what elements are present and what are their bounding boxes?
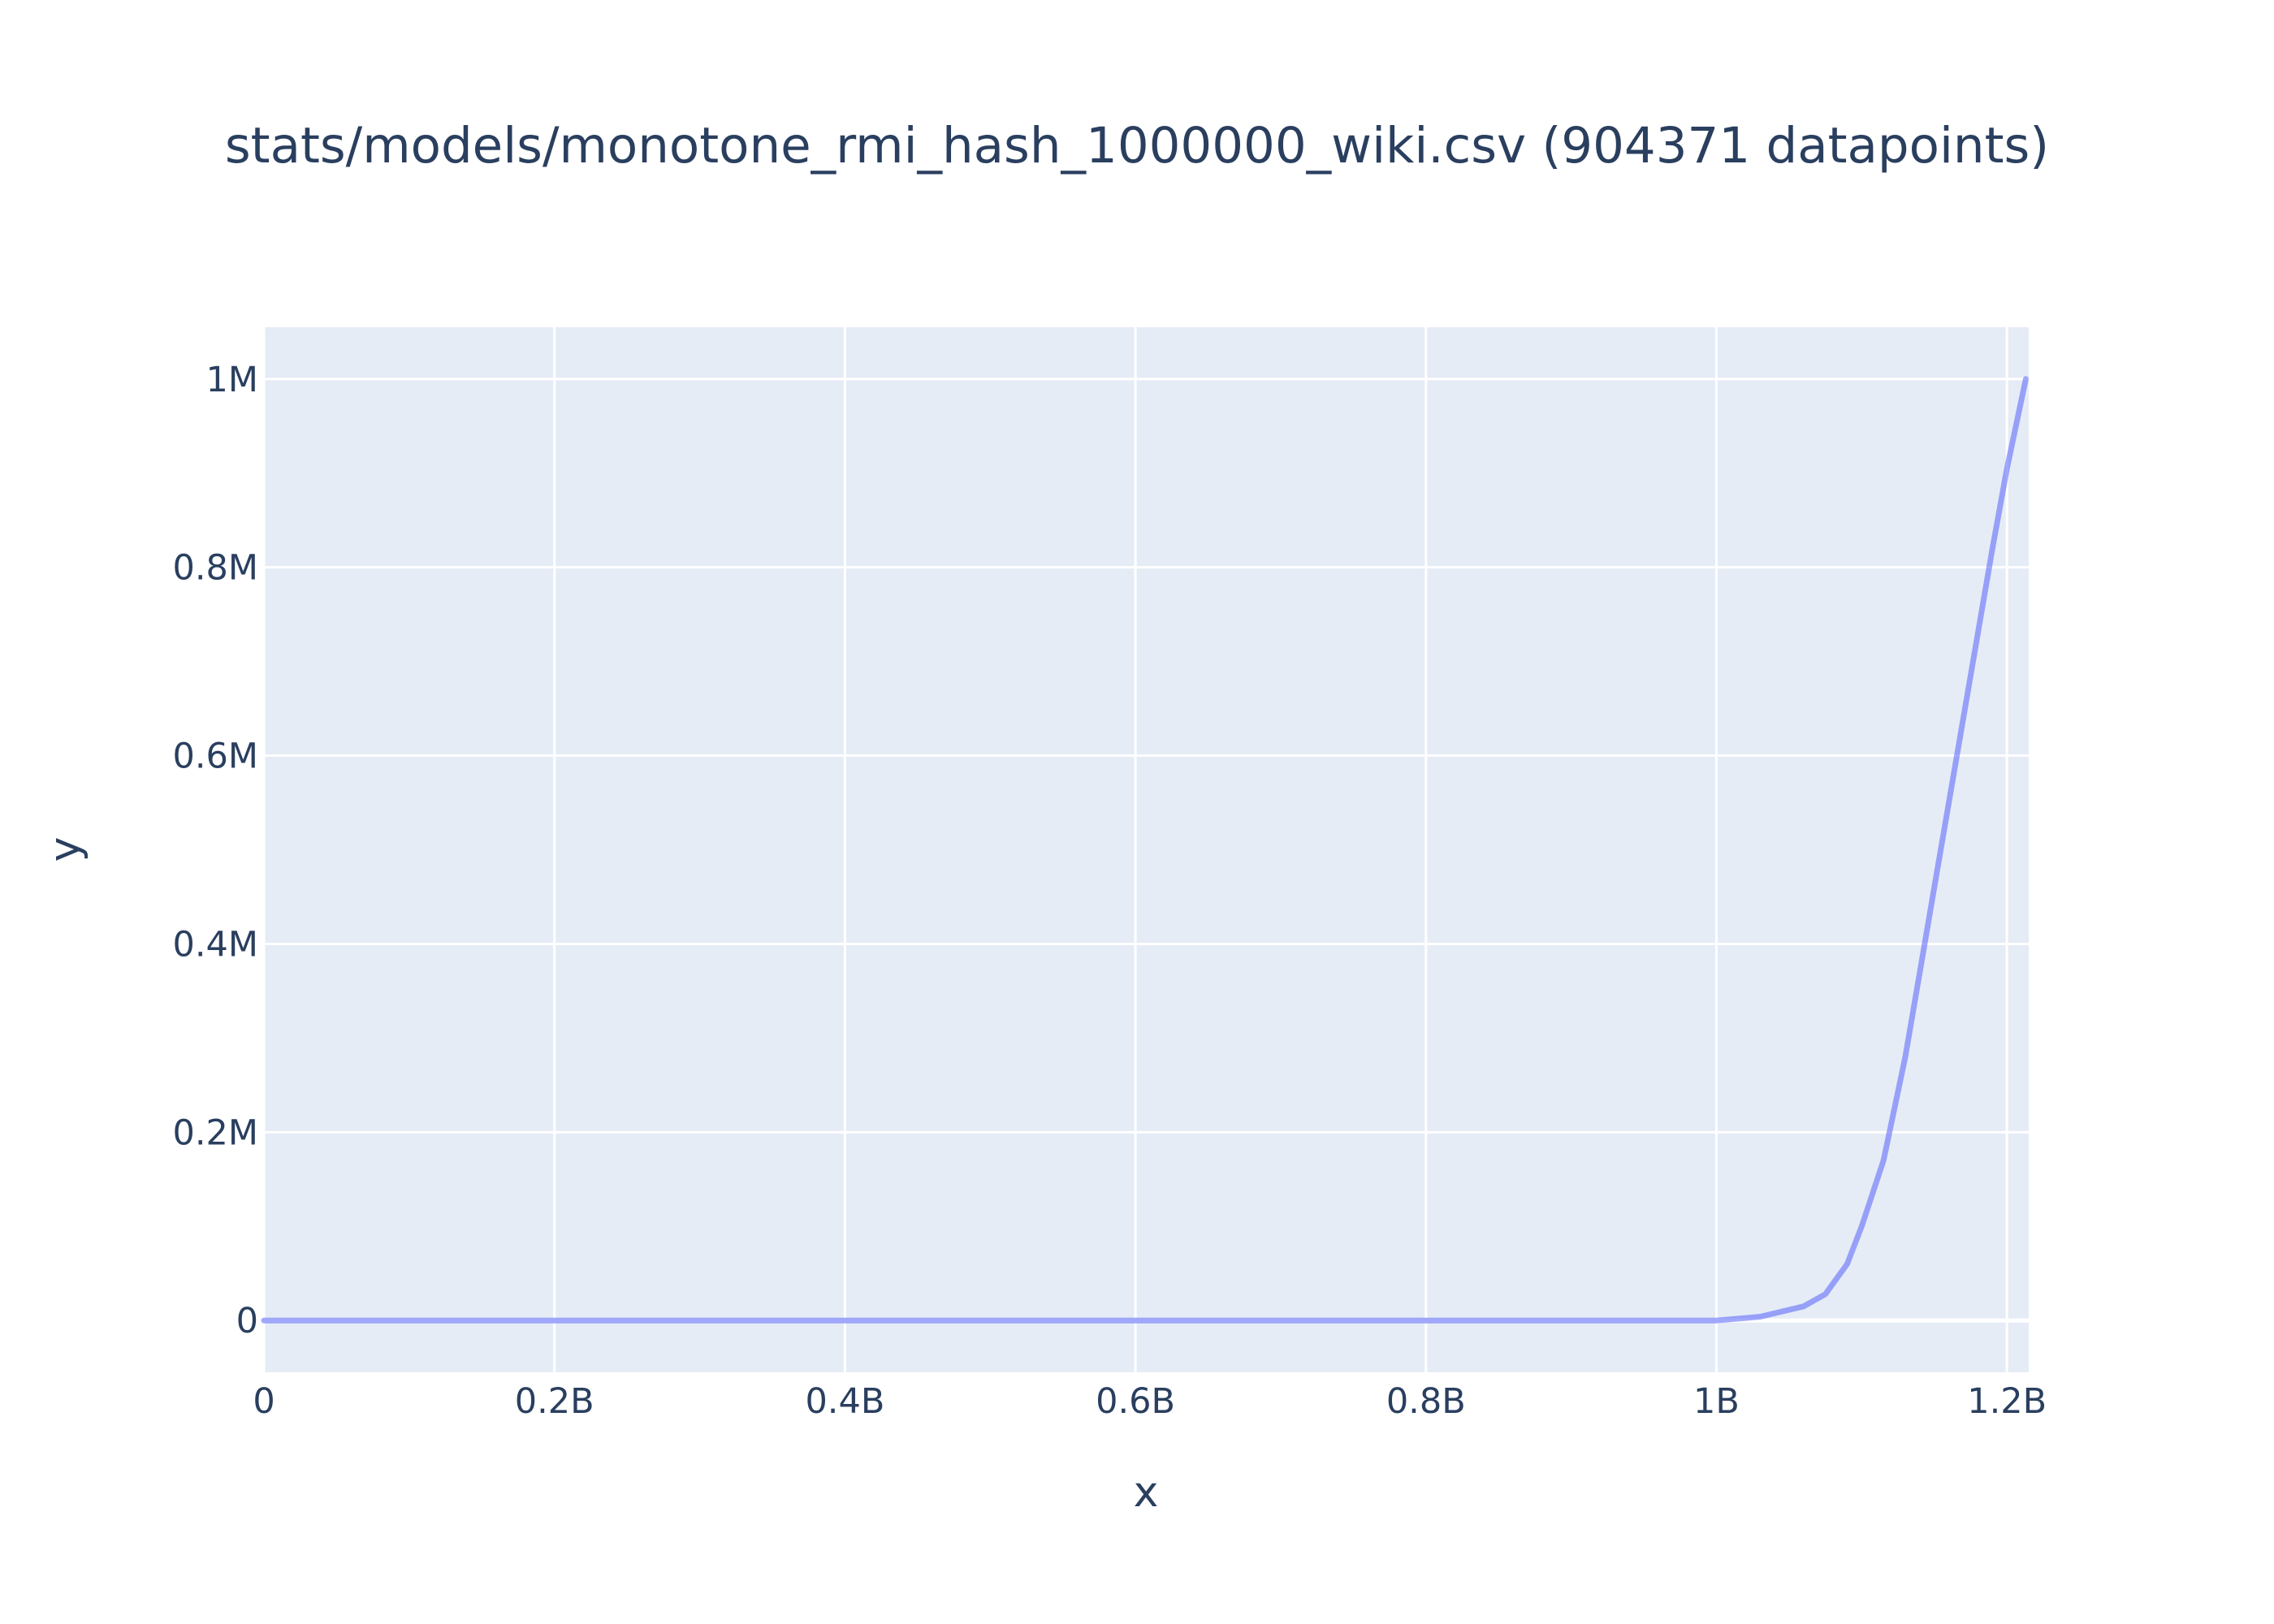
- series-layer: [261, 376, 2029, 1324]
- y-tick-label: 0.4M: [173, 924, 258, 965]
- x-tick-label: 0.4B: [805, 1381, 884, 1422]
- x-tick-label: 0: [253, 1381, 275, 1422]
- y-tick-label: 0.8M: [173, 548, 258, 589]
- chart-title: stats/models/monotone_rmi_hash_1000000_w…: [225, 117, 2049, 175]
- x-axis-ticks: 0 0.2B 0.4B 0.6B 0.8B 1B 1.2B: [253, 1381, 2047, 1422]
- x-gridlines: [262, 327, 2008, 1372]
- y-tick-label: 0.2M: [173, 1112, 258, 1153]
- x-tick-label: 0.8B: [1386, 1381, 1466, 1422]
- x-axis-title: x: [1134, 1468, 1159, 1517]
- plot-area: [264, 327, 2029, 1372]
- x-tick-label: 0.2B: [515, 1381, 594, 1422]
- y-tick-label: 0: [236, 1301, 258, 1341]
- x-tick-label: 1B: [1693, 1381, 1740, 1422]
- x-tick-label: 1.2B: [1967, 1381, 2047, 1422]
- y-tick-label: 1M: [206, 360, 258, 400]
- y-axis-ticks: 0 0.2M 0.4M 0.6M 0.8M 1M: [173, 360, 258, 1341]
- y-tick-label: 0.6M: [173, 736, 258, 777]
- y-axis-title: y: [41, 837, 89, 862]
- x-tick-label: 0.6B: [1096, 1381, 1175, 1422]
